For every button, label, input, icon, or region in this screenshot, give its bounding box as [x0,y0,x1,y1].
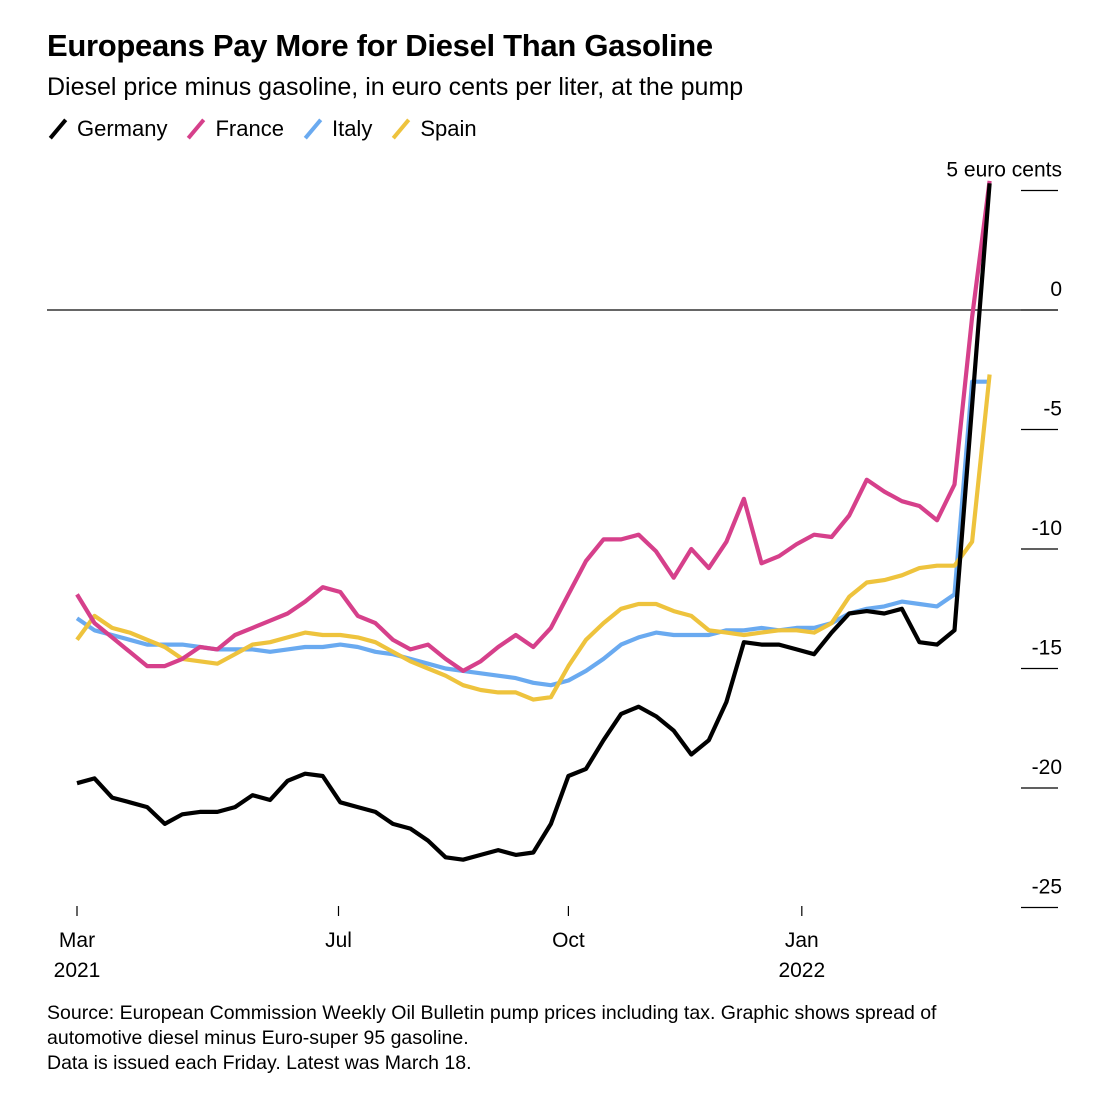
x-tick-label: Oct [552,929,585,952]
y-tick-label: -20 [1032,756,1062,779]
legend-item-germany: Germany [47,116,167,142]
series-line-france [75,180,992,674]
series-line-germany [76,183,992,862]
footnote-data-note: Data is issued each Friday. Latest was M… [47,1052,472,1074]
y-tick-label: -15 [1032,637,1062,660]
legend-label-spain: Spain [420,116,477,141]
x-tick-label: Jul [325,929,352,952]
y-tick-label: -10 [1032,517,1062,540]
series-line-spain [75,374,992,702]
series-line-italy [75,379,990,688]
series-group [75,180,992,862]
x-tick-label: Mar [59,929,95,952]
legend-label-germany: Germany [77,116,168,141]
legend-label-italy: Italy [331,116,373,141]
y-axis: 5 euro cents 0 -5 -10 -15 -20 -25 [946,159,1062,909]
x-tick-year-label: 2022 [778,959,825,982]
x-tick-label: Jan [785,929,819,952]
y-tick-label: -25 [1032,876,1062,899]
legend-item-spain: Spain [390,116,476,142]
footnote: Source: European Commission Weekly Oil B… [47,1001,1087,1076]
chart-title: Europeans Pay More for Diesel Than Gasol… [47,28,713,63]
x-axis: Mar 2021 Jul Oct Jan 2022 [54,906,825,982]
y-tick-label: 5 euro cents [946,159,1062,182]
legend: Germany France Italy Spain [47,116,495,142]
footnote-source: Source: European Commission Weekly Oil B… [47,1002,937,1024]
y-tick-label: 0 [1050,278,1062,301]
legend-item-france: France [185,116,283,142]
x-tick-year-label: 2021 [54,959,101,982]
footnote-source-cont: automotive diesel minus Euro-super 95 ga… [47,1027,469,1049]
line-chart: 5 euro cents 0 -5 -10 -15 -20 -25 Mar 2021 Jul Oc… [47,159,1062,982]
legend-label-france: France [215,116,284,141]
chart-subtitle: Diesel price minus gasoline, in euro cen… [47,73,744,101]
legend-item-italy: Italy [302,116,372,142]
y-tick-label: -5 [1043,398,1062,421]
